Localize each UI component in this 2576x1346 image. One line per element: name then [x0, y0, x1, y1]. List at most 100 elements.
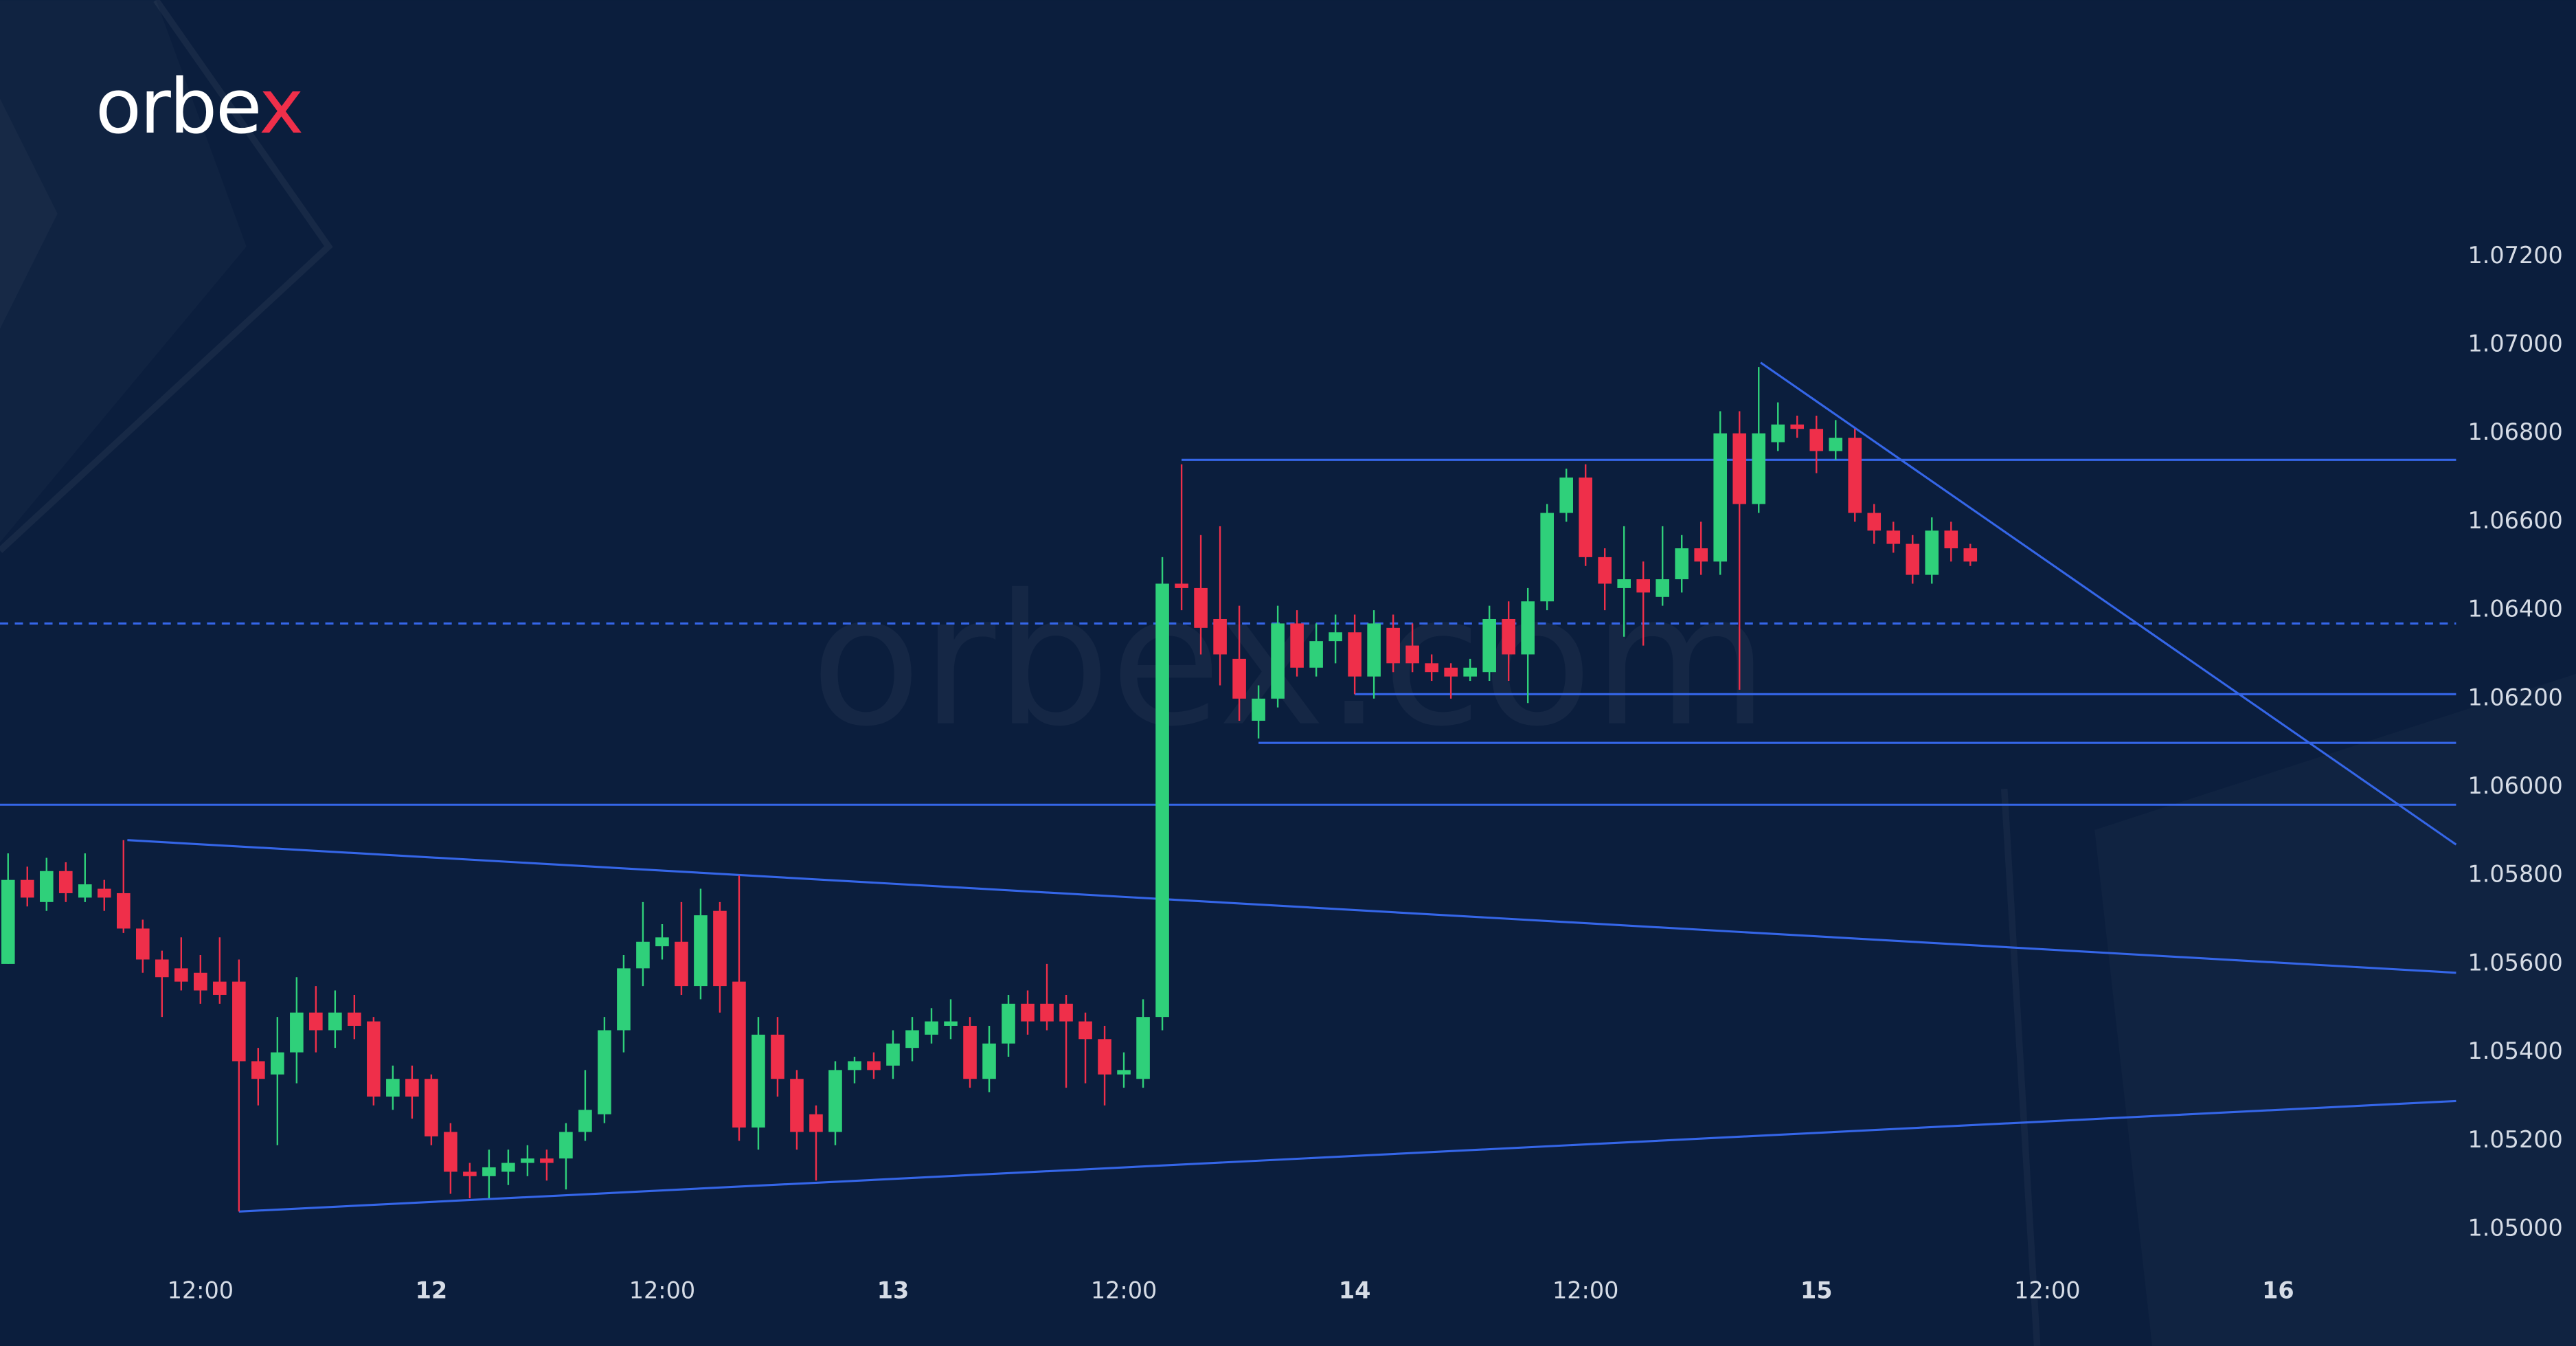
y-tick-label: 1.06000	[2467, 772, 2562, 799]
candle-body	[1482, 618, 1496, 673]
candle-body	[1232, 658, 1246, 699]
candle-body	[1367, 623, 1381, 677]
y-tick-label: 1.05800	[2467, 861, 2562, 888]
candle-body	[174, 968, 188, 982]
candle-body	[1463, 667, 1477, 677]
candle-body	[1252, 698, 1265, 721]
candle-body	[1579, 478, 1592, 557]
candle-body	[116, 893, 131, 929]
candle-body	[1694, 548, 1708, 562]
y-tick-label: 1.07000	[2467, 330, 2562, 357]
candle-body	[578, 1110, 592, 1132]
candle-body	[1771, 424, 1785, 442]
candle-body	[1021, 1003, 1035, 1022]
x-tick-label: 15	[1800, 1277, 1833, 1303]
candle-body	[309, 1012, 323, 1031]
decor-shape	[2000, 788, 2041, 1346]
candle-body	[1540, 513, 1554, 602]
candle-body	[463, 1171, 477, 1176]
y-tick-label: 1.06600	[2467, 507, 2562, 534]
candle-body	[1444, 667, 1458, 677]
candle-body	[1098, 1039, 1111, 1075]
candle-body	[1867, 513, 1882, 531]
y-tick-label: 1.07200	[2467, 242, 2562, 269]
candle-body	[1, 879, 15, 964]
candle-body	[405, 1079, 419, 1097]
y-tick-label: 1.05000	[2467, 1215, 2562, 1242]
candle-body	[1502, 618, 1515, 655]
candle-body	[20, 879, 34, 898]
y-tick-label: 1.06400	[2467, 596, 2562, 622]
logo: orbex	[95, 63, 302, 150]
candle-body	[1405, 645, 1419, 664]
y-tick-label: 1.05400	[2467, 1037, 2562, 1064]
watermark: orbex.com	[811, 557, 1768, 767]
candle-body	[1598, 557, 1612, 584]
candle-body	[386, 1079, 400, 1097]
x-tick-label: 12:00	[1552, 1277, 1618, 1303]
candle-body	[521, 1158, 534, 1163]
candle-body	[1040, 1003, 1054, 1022]
x-tick-label: 12:00	[1091, 1277, 1157, 1303]
candle-body	[155, 959, 169, 978]
candle-body	[559, 1132, 573, 1159]
y-tick-label: 1.06200	[2467, 684, 2562, 710]
candle-body	[1944, 530, 1958, 549]
y-tick-label: 1.05200	[2467, 1126, 2562, 1153]
candle-body	[78, 884, 92, 898]
y-tick-label: 1.05600	[2467, 949, 2562, 976]
candle-body	[1290, 623, 1304, 668]
candle-body	[1271, 623, 1285, 699]
candle-body	[1155, 583, 1169, 1018]
candle-body	[771, 1034, 784, 1079]
candle-body	[1656, 579, 1670, 597]
candle-body	[713, 910, 727, 987]
candle-body	[501, 1163, 515, 1172]
x-tick-label: 12	[416, 1277, 448, 1303]
candle-body	[636, 941, 650, 969]
candle-body	[1809, 429, 1824, 451]
candle-body	[1002, 1003, 1015, 1044]
candle-body	[1886, 530, 1901, 544]
candle-body	[790, 1079, 804, 1132]
x-tick-label: 12:00	[168, 1277, 234, 1303]
candle-body	[1617, 579, 1631, 588]
candle-body	[598, 1030, 611, 1114]
candle-body	[1713, 433, 1728, 562]
candle-body	[1790, 424, 1805, 429]
candle-body	[1925, 530, 1939, 575]
candle-body	[328, 1012, 342, 1031]
candle-body	[655, 937, 669, 947]
candle-body	[1675, 548, 1689, 580]
candle-body	[925, 1021, 938, 1035]
candle-body	[290, 1012, 304, 1053]
candle-body	[694, 915, 708, 987]
y-tick-label: 1.06800	[2467, 418, 2562, 445]
candle-body	[213, 981, 227, 995]
candle-body	[194, 972, 207, 991]
x-tick-label: 12:00	[629, 1277, 695, 1303]
candle-body	[1521, 601, 1535, 655]
candle-body	[1752, 433, 1766, 504]
candle-body	[675, 941, 688, 987]
candle-body	[752, 1034, 765, 1128]
candle-body	[886, 1043, 900, 1066]
trend-line	[238, 1099, 2456, 1213]
candle-body	[848, 1061, 861, 1070]
candle-body	[905, 1030, 919, 1048]
candle-body	[617, 968, 631, 1031]
candle-body	[1386, 627, 1400, 664]
candle-body	[271, 1052, 284, 1075]
candle-body	[58, 871, 73, 893]
candle-body	[232, 981, 246, 1062]
candle-body	[1348, 632, 1362, 677]
x-tick-label: 14	[1339, 1277, 1371, 1303]
candle-body	[809, 1114, 823, 1132]
trend-line	[127, 839, 2456, 974]
candle-body	[251, 1061, 265, 1079]
candle-body	[1963, 548, 1978, 562]
candle-body	[982, 1043, 996, 1079]
candle-body	[348, 1012, 361, 1027]
candle-body	[1732, 433, 1747, 504]
